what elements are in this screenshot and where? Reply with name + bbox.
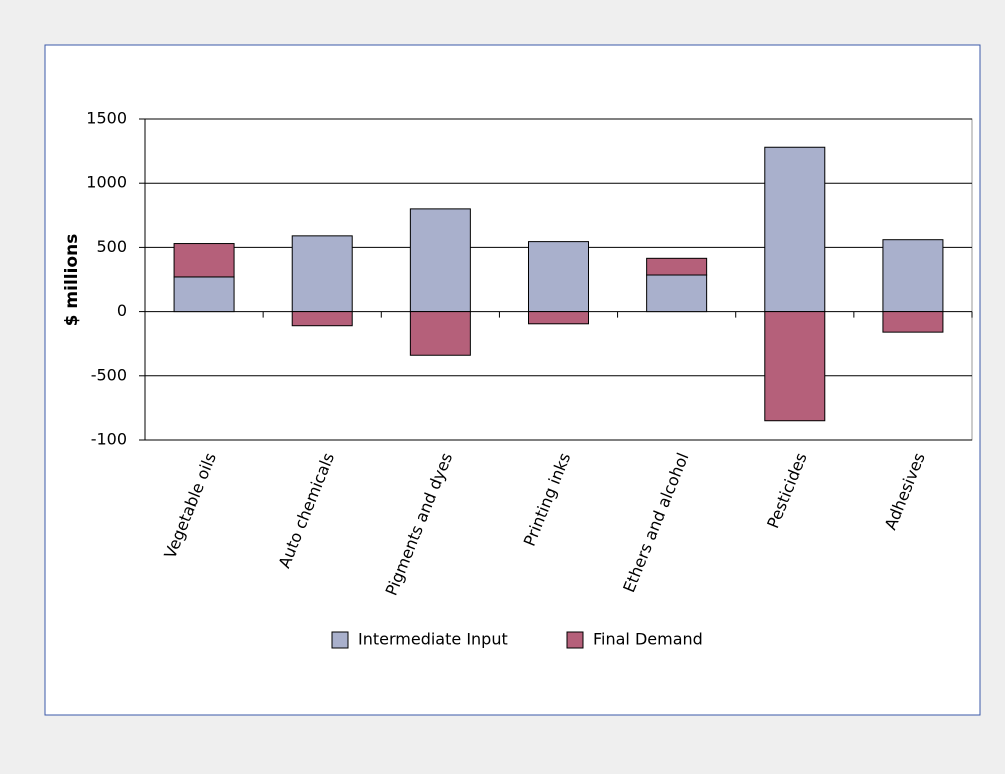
bar: [764, 146, 826, 313]
bar: [173, 276, 235, 313]
legend-swatch: [566, 631, 584, 649]
bar: [764, 311, 826, 422]
legend-label: Final Demand: [593, 630, 703, 649]
y-tick-label: -500: [91, 365, 127, 384]
y-tick-label: 500: [96, 237, 127, 256]
bar: [646, 257, 708, 276]
bar: [291, 235, 353, 313]
bar: [291, 311, 353, 327]
y-tick-label: -100: [91, 430, 127, 449]
bar: [173, 243, 235, 278]
bar: [528, 241, 589, 313]
bar: [882, 311, 944, 333]
y-tick-label: 0: [117, 301, 127, 320]
bar: [409, 311, 471, 356]
y-tick-label: 1000: [86, 173, 127, 192]
legend-label: Intermediate Input: [358, 630, 508, 649]
y-axis-title: $ millions: [62, 234, 82, 327]
bar: [882, 239, 944, 313]
y-tick-label: 1500: [86, 109, 127, 128]
bar: [646, 274, 708, 313]
chart-panel: [44, 44, 981, 716]
bar: [409, 208, 471, 313]
bar: [528, 311, 589, 325]
legend-swatch: [331, 631, 349, 649]
